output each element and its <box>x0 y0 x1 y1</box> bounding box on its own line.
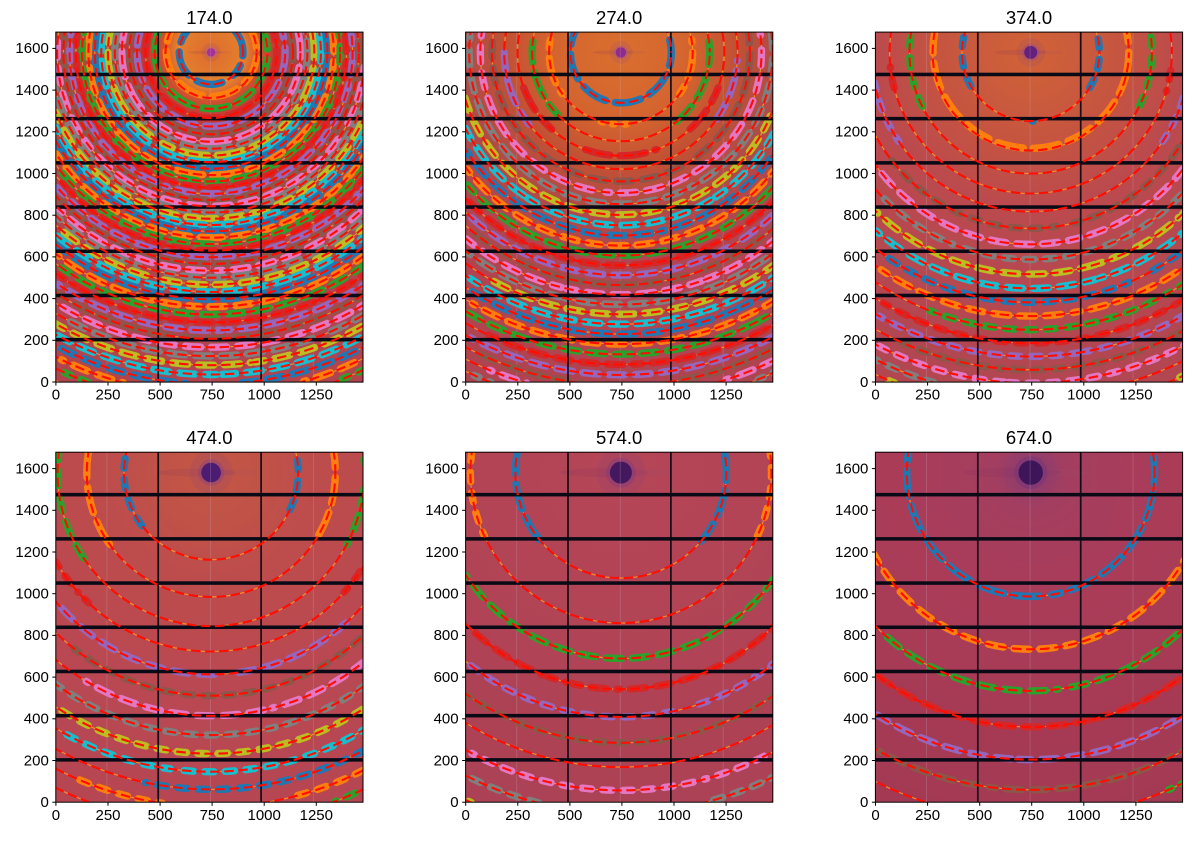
svg-text:0: 0 <box>450 794 458 811</box>
svg-text:1600: 1600 <box>15 460 48 477</box>
svg-text:400: 400 <box>434 711 459 728</box>
svg-text:0: 0 <box>871 807 879 824</box>
svg-text:1000: 1000 <box>835 165 868 182</box>
svg-text:250: 250 <box>505 807 530 824</box>
svg-text:0: 0 <box>52 807 60 824</box>
svg-text:1200: 1200 <box>835 544 868 561</box>
svg-text:400: 400 <box>434 290 459 307</box>
svg-text:750: 750 <box>200 807 225 824</box>
svg-text:500: 500 <box>148 807 173 824</box>
svg-text:1000: 1000 <box>835 586 868 603</box>
svg-text:1250: 1250 <box>1119 807 1152 824</box>
svg-text:800: 800 <box>843 207 868 224</box>
svg-text:800: 800 <box>24 207 49 224</box>
svg-text:1200: 1200 <box>425 544 458 561</box>
svg-text:600: 600 <box>434 669 459 686</box>
svg-text:750: 750 <box>200 387 225 404</box>
svg-text:1200: 1200 <box>425 124 458 141</box>
svg-text:1400: 1400 <box>15 82 48 99</box>
svg-text:1000: 1000 <box>657 807 690 824</box>
svg-text:800: 800 <box>434 627 459 644</box>
svg-text:1250: 1250 <box>709 387 742 404</box>
svg-text:1250: 1250 <box>1119 387 1152 404</box>
svg-text:800: 800 <box>24 627 49 644</box>
svg-text:500: 500 <box>557 807 582 824</box>
svg-text:0: 0 <box>462 387 470 404</box>
svg-text:250: 250 <box>505 387 530 404</box>
svg-text:1400: 1400 <box>835 502 868 519</box>
svg-text:250: 250 <box>915 387 940 404</box>
svg-text:200: 200 <box>843 332 868 349</box>
svg-text:1600: 1600 <box>425 460 458 477</box>
svg-text:600: 600 <box>434 249 459 266</box>
svg-text:0: 0 <box>450 374 458 391</box>
svg-text:500: 500 <box>967 807 992 824</box>
svg-text:500: 500 <box>967 387 992 404</box>
svg-text:1400: 1400 <box>15 502 48 519</box>
svg-text:0: 0 <box>871 387 879 404</box>
svg-text:1600: 1600 <box>835 40 868 57</box>
svg-text:600: 600 <box>843 249 868 266</box>
svg-text:500: 500 <box>148 387 173 404</box>
svg-text:1000: 1000 <box>657 387 690 404</box>
svg-text:0: 0 <box>40 374 48 391</box>
svg-text:1400: 1400 <box>835 82 868 99</box>
svg-text:1000: 1000 <box>15 586 48 603</box>
svg-text:1000: 1000 <box>1067 387 1100 404</box>
svg-text:1200: 1200 <box>15 544 48 561</box>
svg-text:1200: 1200 <box>835 124 868 141</box>
svg-text:750: 750 <box>1019 387 1044 404</box>
svg-text:600: 600 <box>843 669 868 686</box>
svg-text:400: 400 <box>843 711 868 728</box>
svg-text:600: 600 <box>24 669 49 686</box>
svg-text:200: 200 <box>434 332 459 349</box>
svg-text:1600: 1600 <box>425 40 458 57</box>
svg-text:0: 0 <box>40 794 48 811</box>
svg-text:1200: 1200 <box>15 124 48 141</box>
svg-text:250: 250 <box>95 387 120 404</box>
svg-text:250: 250 <box>915 807 940 824</box>
svg-text:1400: 1400 <box>425 82 458 99</box>
svg-text:800: 800 <box>434 207 459 224</box>
svg-text:1250: 1250 <box>709 807 742 824</box>
svg-text:674.0: 674.0 <box>1006 427 1052 448</box>
svg-text:474.0: 474.0 <box>186 427 232 448</box>
svg-text:800: 800 <box>843 627 868 644</box>
svg-text:174.0: 174.0 <box>186 7 232 28</box>
svg-text:400: 400 <box>843 290 868 307</box>
svg-text:750: 750 <box>609 387 634 404</box>
svg-text:200: 200 <box>434 752 459 769</box>
svg-text:1250: 1250 <box>300 807 333 824</box>
svg-text:0: 0 <box>860 374 868 391</box>
svg-text:1600: 1600 <box>835 460 868 477</box>
svg-text:0: 0 <box>52 387 60 404</box>
svg-text:574.0: 574.0 <box>596 427 642 448</box>
svg-text:200: 200 <box>24 752 49 769</box>
svg-text:400: 400 <box>24 711 49 728</box>
svg-text:274.0: 274.0 <box>596 7 642 28</box>
svg-text:250: 250 <box>95 807 120 824</box>
svg-text:1000: 1000 <box>1067 807 1100 824</box>
svg-text:200: 200 <box>24 332 49 349</box>
svg-text:400: 400 <box>24 290 49 307</box>
svg-text:1000: 1000 <box>15 165 48 182</box>
svg-text:0: 0 <box>860 794 868 811</box>
svg-text:500: 500 <box>557 387 582 404</box>
svg-text:1000: 1000 <box>425 165 458 182</box>
svg-text:1400: 1400 <box>425 502 458 519</box>
svg-text:750: 750 <box>1019 807 1044 824</box>
svg-text:600: 600 <box>24 249 49 266</box>
svg-text:1000: 1000 <box>425 586 458 603</box>
svg-text:1600: 1600 <box>15 40 48 57</box>
svg-text:0: 0 <box>462 807 470 824</box>
svg-text:750: 750 <box>609 807 634 824</box>
svg-text:200: 200 <box>843 752 868 769</box>
svg-text:1250: 1250 <box>300 387 333 404</box>
svg-text:374.0: 374.0 <box>1006 7 1052 28</box>
svg-text:1000: 1000 <box>248 807 281 824</box>
svg-text:1000: 1000 <box>248 387 281 404</box>
